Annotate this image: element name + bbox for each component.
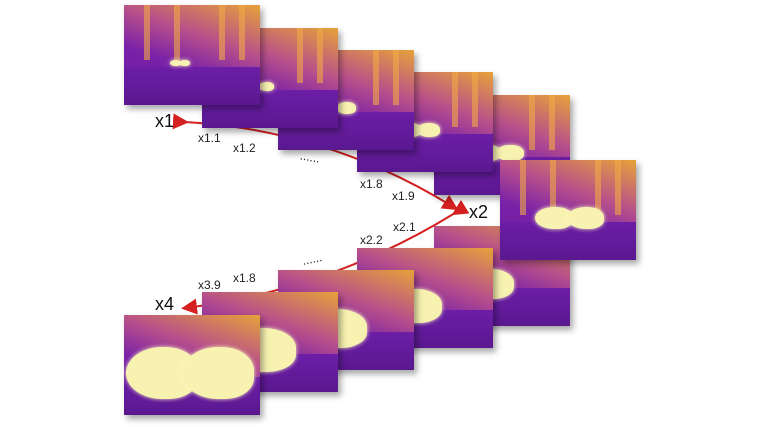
step-label: x1.9 <box>392 189 415 203</box>
boar <box>169 59 181 67</box>
boar <box>496 144 524 162</box>
thermal-frame <box>124 5 260 105</box>
thermal-frame <box>124 315 260 415</box>
step-label: x1.1 <box>198 131 221 145</box>
boar <box>566 206 605 230</box>
label-x4: x4 <box>155 294 175 314</box>
boar <box>178 59 190 67</box>
boar <box>258 81 274 91</box>
label-x2: x2 <box>469 202 489 222</box>
boar <box>336 102 356 114</box>
step-label: x3.9 <box>198 278 221 292</box>
boar <box>182 347 254 399</box>
boar <box>417 123 440 137</box>
thermal-frame <box>500 160 636 260</box>
label-x1: x1 <box>155 111 175 131</box>
step-label: x2.2 <box>360 233 383 247</box>
step-label: x1.2 <box>233 141 256 155</box>
step-label: x2.1 <box>393 220 416 234</box>
boar <box>535 206 573 230</box>
step-label: x1.8 <box>233 271 256 285</box>
step-label: x1.8 <box>360 177 383 191</box>
